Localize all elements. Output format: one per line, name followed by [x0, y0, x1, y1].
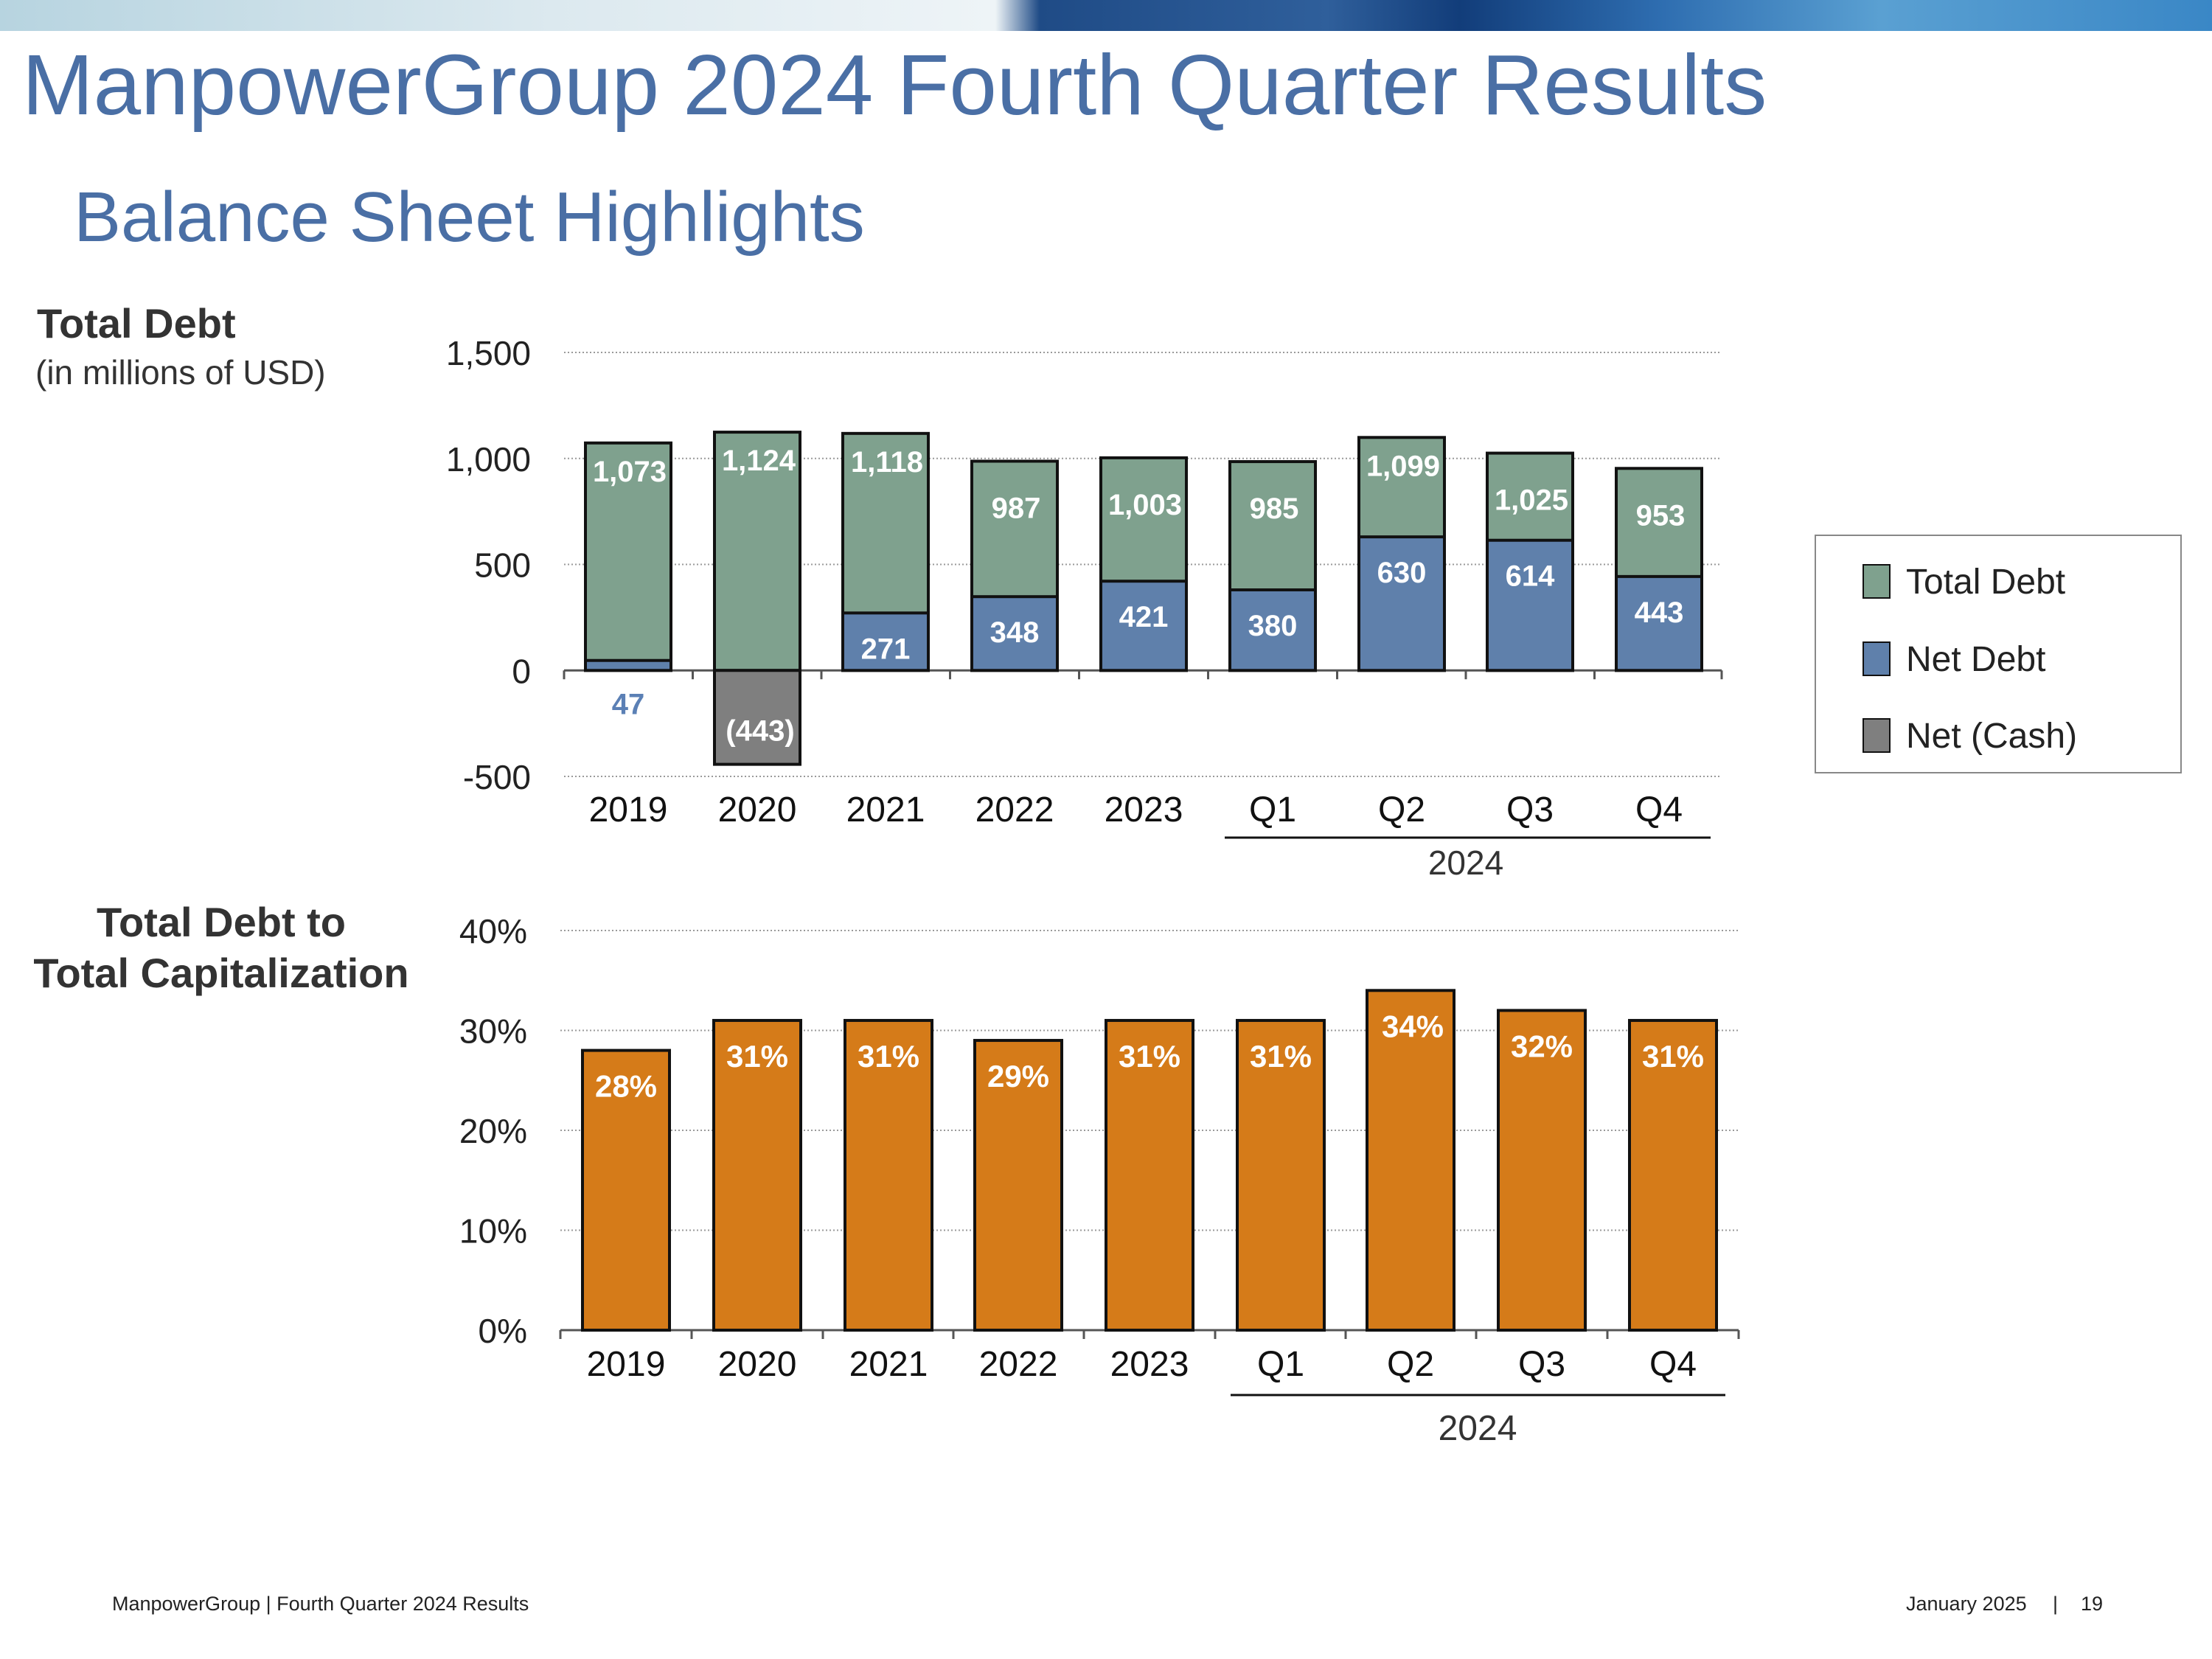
ratio-y-tick-label: 20% — [459, 1112, 527, 1150]
total-debt-value-label: 1,099 — [1366, 450, 1440, 482]
ratio-x-category-label: Q3 — [1518, 1345, 1565, 1384]
debt-chart-title: Total Debt — [37, 300, 236, 347]
total-debt-value-label: 1,003 — [1108, 489, 1182, 521]
ratio-y-tick-label: 10% — [459, 1212, 527, 1251]
ratio-bar — [1497, 1009, 1587, 1332]
page-title: ManpowerGroup 2024 Fourth Quarter Result… — [22, 37, 1767, 133]
net-debt-value-label: 47 — [612, 688, 645, 720]
net-debt-value-label: 443 — [1635, 597, 1684, 629]
ratio-value-label: 31% — [726, 1039, 788, 1074]
footer-date: January 2025 — [1906, 1593, 2027, 1615]
total-debt-value-label: 1,025 — [1495, 484, 1568, 517]
ratio-value-label: 31% — [858, 1039, 919, 1074]
debt-y-tick-label: 1,000 — [446, 440, 531, 479]
net-debt-bar — [584, 658, 672, 672]
ratio-value-label: 34% — [1382, 1009, 1444, 1043]
debt-y-tick-label: 0 — [512, 652, 531, 690]
ratio-value-label: 28% — [595, 1069, 657, 1104]
total-debt-value-label: 987 — [992, 492, 1041, 524]
debt-x-category-label: Q2 — [1378, 790, 1425, 830]
debt-x-category-label: 2019 — [589, 790, 668, 830]
total-debt-value-label: 1,073 — [593, 456, 667, 488]
debt-y-tick-label: 500 — [474, 546, 531, 585]
net-debt-value-label: 421 — [1119, 601, 1169, 633]
debt-y-tick-label: 1,500 — [446, 334, 531, 372]
section-title: Balance Sheet Highlights — [74, 178, 865, 257]
legend-label: Net (Cash) — [1906, 717, 2077, 756]
debt-x-category-label: 2021 — [846, 790, 925, 830]
ratio-x-category-label: Q4 — [1649, 1345, 1697, 1384]
ratio-value-label: 29% — [987, 1059, 1049, 1093]
ratio-bar — [844, 1018, 933, 1332]
debt-x-category-label: 2023 — [1105, 790, 1183, 830]
total-debt-value-label: 1,118 — [851, 446, 923, 479]
total-debt-bar — [713, 431, 801, 672]
footer-separator: | — [2053, 1593, 2059, 1615]
ratio-x-category-label: Q1 — [1257, 1345, 1304, 1384]
debt-chart-units: (in millions of USD) — [35, 353, 326, 392]
header-banner — [0, 0, 2212, 31]
ratio-chart-title-line1: Total Debt to — [96, 899, 347, 945]
debt-y-tick-label: -500 — [463, 758, 531, 796]
legend-swatch — [1863, 641, 1891, 676]
legend-swatch — [1863, 564, 1891, 599]
debt-x-category-label: Q1 — [1249, 790, 1296, 830]
ratio-y-tick-label: 40% — [459, 912, 527, 950]
ratio-x-category-label: Q2 — [1387, 1345, 1434, 1384]
ratio-bar — [581, 1048, 671, 1332]
ratio-x-category-label: 2021 — [849, 1345, 928, 1384]
net-cash-bar — [713, 669, 801, 766]
debt-x-category-label: Q4 — [1635, 790, 1683, 830]
net-debt-value-label: 630 — [1377, 557, 1427, 589]
ratio-y-tick-label: 30% — [459, 1012, 527, 1051]
net-debt-bar — [1615, 574, 1703, 672]
net-debt-value-label: 380 — [1248, 610, 1298, 642]
ratio-bar — [1366, 989, 1455, 1332]
net-debt-bar — [970, 595, 1059, 672]
ratio-x-category-label: 2019 — [587, 1345, 666, 1384]
legend-swatch — [1863, 718, 1891, 753]
ratio-bar — [1236, 1018, 1326, 1332]
ratio-bar — [973, 1039, 1063, 1332]
ratio-chart-title-line2: Total Capitalization — [33, 950, 409, 996]
debt-x-category-label: 2020 — [718, 790, 797, 830]
ratio-value-label: 32% — [1511, 1029, 1573, 1063]
ratio-y-tick-label: 0% — [479, 1312, 527, 1350]
net-debt-bar — [1228, 588, 1317, 672]
ratio-x-category-label: 2022 — [979, 1345, 1058, 1384]
ratio-bar — [1105, 1018, 1194, 1332]
debt-group-label: 2024 — [1428, 844, 1503, 882]
total-debt-value-label: 1,124 — [722, 445, 796, 477]
ratio-x-category-label: 2023 — [1110, 1345, 1189, 1384]
total-debt-value-label: 985 — [1250, 493, 1299, 525]
net-debt-value-label: 271 — [861, 633, 911, 665]
ratio-group-label: 2024 — [1439, 1409, 1517, 1448]
net-debt-bar — [1357, 535, 1446, 672]
ratio-value-label: 31% — [1642, 1039, 1704, 1074]
net-debt-value-label: 614 — [1506, 560, 1555, 593]
ratio-bar — [712, 1018, 802, 1332]
net-cash-value-label: (443) — [726, 715, 794, 748]
legend-label: Total Debt — [1906, 563, 2065, 602]
ratio-value-label: 31% — [1250, 1039, 1312, 1074]
total-debt-value-label: 953 — [1636, 499, 1686, 532]
debt-x-category-label: Q3 — [1506, 790, 1554, 830]
ratio-bar — [1628, 1018, 1718, 1332]
net-debt-bar — [841, 611, 930, 672]
net-debt-value-label: 348 — [990, 616, 1040, 649]
ratio-x-category-label: 2020 — [718, 1345, 797, 1384]
net-debt-bar — [1099, 580, 1188, 672]
ratio-value-label: 31% — [1119, 1039, 1180, 1074]
legend-label: Net Debt — [1906, 640, 2045, 679]
debt-x-category-label: 2022 — [975, 790, 1054, 830]
footer-left: ManpowerGroup | Fourth Quarter 2024 Resu… — [112, 1593, 529, 1615]
net-debt-bar — [1486, 538, 1574, 672]
footer-page-number: 19 — [2081, 1593, 2104, 1615]
